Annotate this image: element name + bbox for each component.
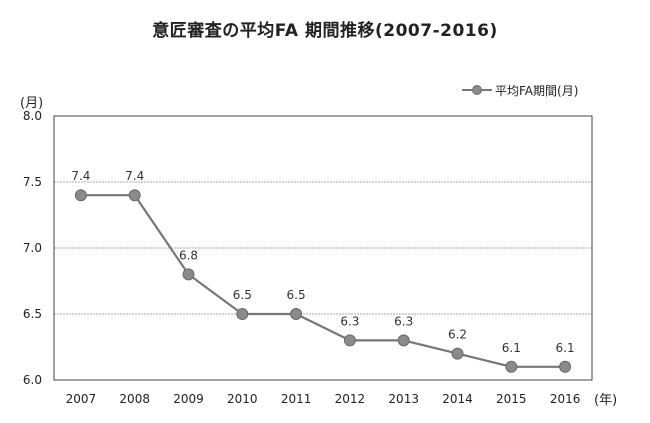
- x-tick-label: 2016: [550, 392, 581, 406]
- x-tick-label: 2012: [335, 392, 366, 406]
- data-label: 6.8: [179, 248, 198, 262]
- data-label: 6.2: [448, 328, 467, 342]
- x-tick-label: 2009: [173, 392, 204, 406]
- data-point: [505, 360, 518, 373]
- data-label: 6.3: [394, 314, 413, 328]
- legend-label: 平均FA期間(月): [495, 83, 579, 98]
- series-line: [80, 194, 566, 368]
- x-tick-label: 2008: [119, 392, 150, 406]
- x-axis-unit: (年): [594, 393, 618, 408]
- x-tick-label: 2013: [388, 392, 419, 406]
- y-tick-label: 8.0: [23, 109, 42, 123]
- legend-marker-icon: [462, 85, 492, 95]
- data-point: [343, 334, 356, 347]
- data-point: [74, 189, 87, 202]
- y-tick-label: 6.0: [23, 373, 42, 387]
- data-label: 7.4: [71, 169, 90, 183]
- y-tick-label: 7.5: [23, 175, 42, 189]
- data-point: [397, 334, 410, 347]
- y-tick-label: 6.5: [23, 307, 42, 321]
- data-label: 6.1: [556, 341, 575, 355]
- y-axis-unit: (月): [20, 96, 44, 111]
- plot-frame: [53, 115, 593, 381]
- data-label: 7.4: [125, 169, 144, 183]
- data-point: [559, 360, 572, 373]
- data-label: 6.3: [340, 314, 359, 328]
- data-point: [451, 347, 464, 360]
- x-tick-label: 2014: [442, 392, 473, 406]
- data-point: [182, 268, 195, 281]
- data-label: 6.5: [287, 288, 306, 302]
- x-tick-label: 2010: [227, 392, 258, 406]
- y-tick-label: 7.0: [23, 241, 42, 255]
- data-label: 6.1: [502, 341, 521, 355]
- data-point: [290, 308, 303, 320]
- legend: 平均FA期間(月): [462, 80, 578, 100]
- data-label: 6.5: [233, 288, 252, 302]
- x-tick-label: 2007: [66, 392, 97, 406]
- x-tick-label: 2015: [496, 392, 527, 406]
- data-point: [128, 189, 141, 202]
- x-tick-label: 2011: [281, 392, 312, 406]
- chart-title: 意匠審査の平均FA 期間推移(2007-2016): [152, 21, 498, 41]
- data-point: [236, 308, 249, 320]
